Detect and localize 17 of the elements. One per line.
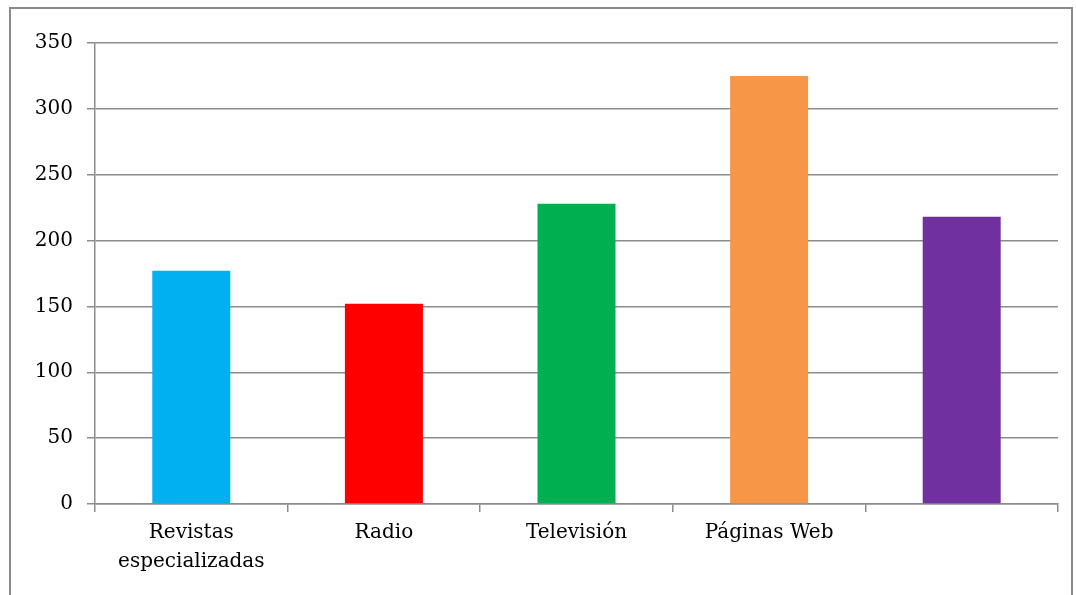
y-tick-label: 50: [47, 424, 73, 449]
x-tick-label: Radio: [354, 518, 414, 543]
x-tick-label: Revistas especializadas: [118, 518, 265, 572]
x-tick-label: Páginas Web: [704, 518, 834, 543]
y-tick-label: 350: [34, 29, 73, 54]
bar: [730, 75, 809, 504]
bar: [537, 203, 616, 504]
y-tick-label: 100: [34, 358, 73, 383]
bar: [922, 216, 1001, 504]
bar: [344, 303, 423, 504]
x-tick-label: Televisión: [525, 518, 628, 543]
y-tick-label: 300: [34, 95, 73, 120]
y-tick-label: 0: [60, 490, 73, 515]
y-tick-label: 200: [34, 226, 73, 251]
y-tick-label: 250: [34, 160, 73, 185]
y-tick-label: 150: [34, 292, 73, 317]
bar: [152, 270, 231, 504]
